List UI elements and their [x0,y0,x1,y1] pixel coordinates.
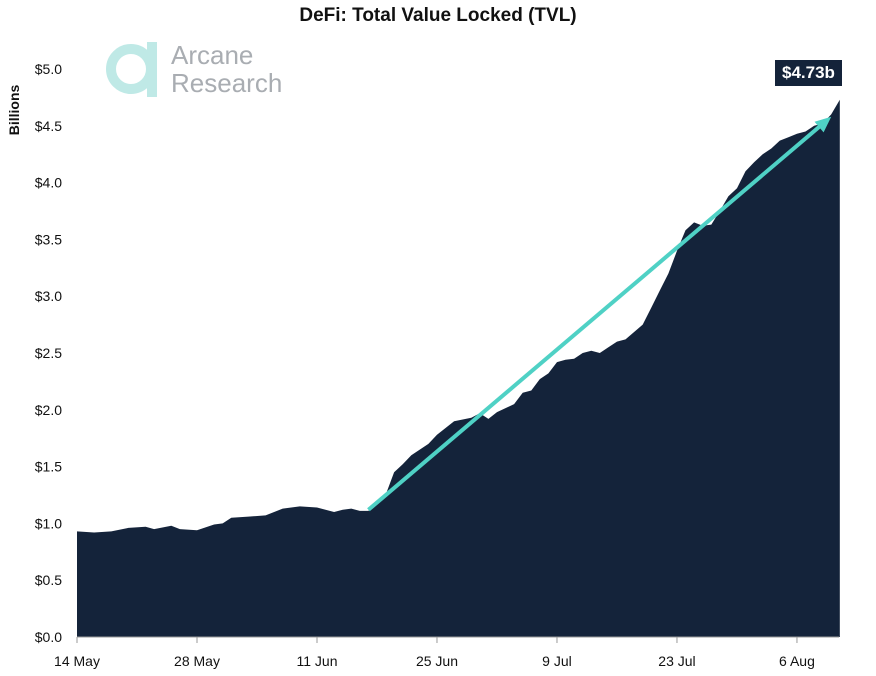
tvl-area [77,99,840,637]
logo-icon [106,42,157,97]
x-tick-label: 28 May [174,653,220,669]
last-value-label: $4.73b [775,60,842,86]
x-tick-label: 25 Jun [416,653,458,669]
y-tick-label: $2.5 [35,345,62,361]
y-tick-label: $2.0 [35,402,62,418]
y-tick-label: $1.0 [35,515,62,531]
x-tick-label: 11 Jun [296,653,337,669]
trend-arrow-line [367,120,827,512]
x-tick-label: 6 Aug [779,653,815,669]
y-tick-label: $5.0 [35,61,62,77]
y-tick-label: $4.0 [35,175,62,191]
logo-line2: Research [171,68,283,98]
x-tick-label: 23 Jul [658,653,695,669]
logo-line1: Arcane [171,40,254,70]
y-tick-label: $0.0 [35,629,62,645]
y-tick-label: $3.5 [35,231,62,247]
arcane-research-logo: Arcane Research [105,40,282,98]
trend-arrow-head [814,116,832,133]
x-tick-label: 14 May [54,653,100,669]
y-tick-label: $0.5 [35,572,62,588]
y-tick-label: $1.5 [35,459,62,475]
chart-title: DeFi: Total Value Locked (TVL) [299,5,577,26]
x-tick-label: 9 Jul [542,653,572,669]
y-tick-label: $3.0 [35,288,62,304]
y-axis-label: Billions [6,85,22,136]
y-tick-label: $4.5 [35,118,62,134]
